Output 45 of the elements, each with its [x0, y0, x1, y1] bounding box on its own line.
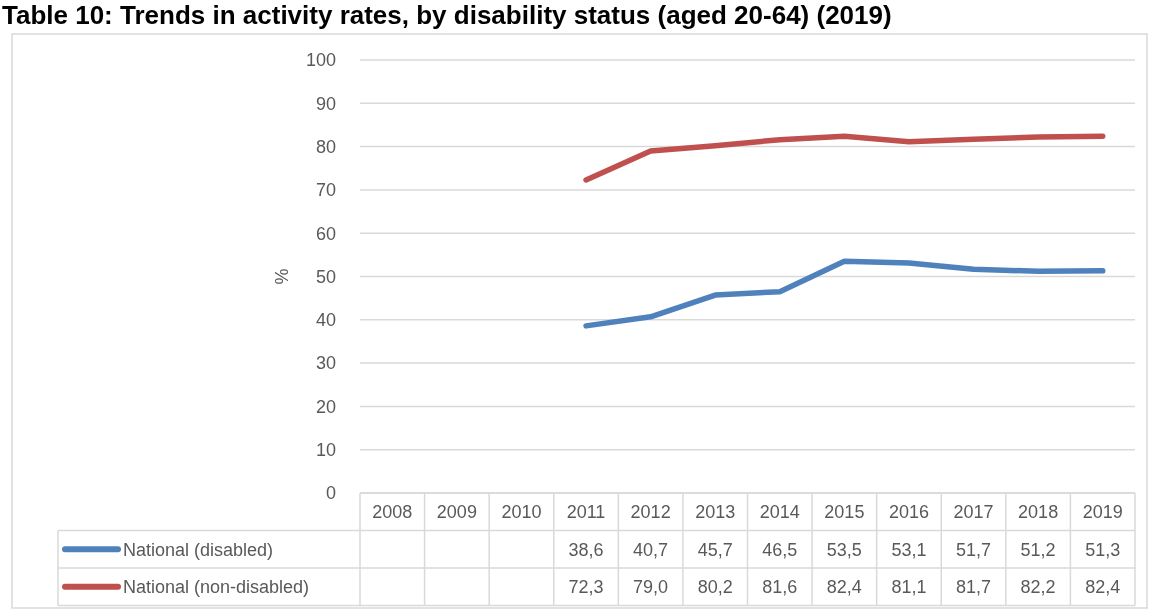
data-label: 53,1	[891, 539, 927, 560]
x-tick-label: 2009	[436, 502, 477, 523]
x-tick-label: 2016	[888, 502, 929, 523]
y-tick-label: 70	[315, 180, 336, 201]
y-tick-label: 90	[315, 93, 336, 114]
data-label: 38,6	[568, 539, 604, 560]
y-tick-label: 80	[315, 136, 336, 157]
x-tick-label: 2014	[759, 502, 800, 523]
x-tick-label: 2012	[630, 502, 671, 523]
data-label: 45,7	[697, 539, 733, 560]
y-tick-label: 40	[315, 310, 336, 331]
data-label: 46,5	[762, 539, 798, 560]
data-label: 82,2	[1020, 577, 1056, 598]
x-tick-label: 2013	[695, 502, 736, 523]
data-label: 80,2	[697, 577, 733, 598]
x-tick-label: 2011	[566, 502, 606, 523]
x-tick-label: 2019	[1082, 502, 1123, 523]
y-tick-label: 0	[325, 483, 336, 504]
data-label: 79,0	[633, 577, 669, 598]
y-tick-label: 60	[315, 223, 336, 244]
data-label: 72,3	[568, 577, 604, 598]
data-label: 51,7	[956, 539, 992, 560]
legend-label: National (non-disabled)	[123, 577, 310, 598]
data-label: 51,2	[1020, 539, 1056, 560]
y-tick-label: 50	[315, 266, 336, 287]
x-tick-label: 2018	[1018, 502, 1059, 523]
data-label: 51,3	[1085, 539, 1121, 560]
data-label: 81,6	[762, 577, 798, 598]
data-label: 82,4	[1085, 577, 1121, 598]
data-label: 81,7	[956, 577, 992, 598]
x-tick-label: 2015	[824, 502, 865, 523]
y-tick-label: 100	[305, 50, 336, 71]
y-tick-label: 20	[315, 396, 336, 417]
data-label: 53,5	[826, 539, 862, 560]
x-tick-label: 2008	[372, 502, 413, 523]
data-label: 40,7	[633, 539, 669, 560]
x-tick-label: 2017	[953, 502, 994, 523]
y-tick-label: 10	[315, 440, 336, 460]
data-label: 81,1	[891, 577, 927, 598]
chart-title: Table 10: Trends in activity rates, by disability status (aged 20-64) (2019)	[2, 0, 892, 30]
legend-label: National (disabled)	[123, 539, 274, 560]
y-tick-label: 30	[315, 353, 336, 374]
x-tick-label: 2010	[501, 502, 542, 523]
y-axis-title: %	[272, 268, 292, 285]
data-label: 82,4	[826, 577, 862, 598]
